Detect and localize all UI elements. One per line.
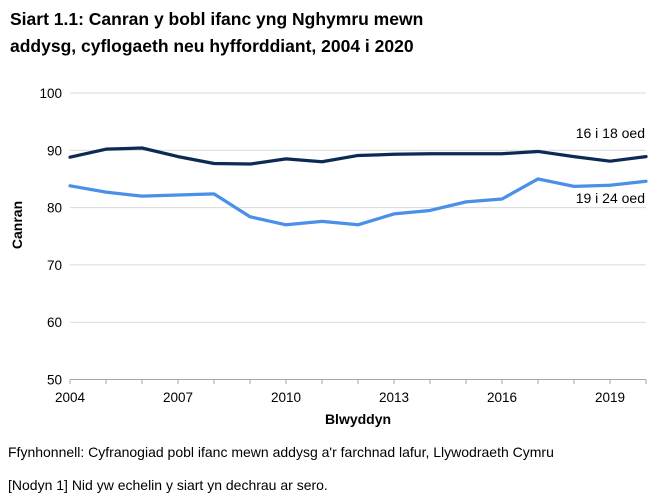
y-tick-label-60: 60 [47,315,62,330]
chart-title-line-1: Siart 1.1: Canran y bobl ifanc yng Nghym… [10,9,424,29]
series-line-16-18 [68,146,648,166]
source-text: Ffynhonnell: Cyfranogiad pobl ifanc mewn… [8,444,554,460]
x-tick-label-2004: 2004 [55,390,86,405]
note-text: [Nodyn 1] Nid yw echelin y siart yn dech… [8,477,328,493]
series-label-16-18: 16 i 18 oed [576,125,645,141]
x-tick-label-2007: 2007 [163,390,193,405]
series-line-19-24 [68,177,648,227]
x-axis-title: Blwyddyn [325,411,391,427]
x-tick-label-2010: 2010 [271,390,301,405]
y-tick-label-70: 70 [47,258,62,273]
x-tick-label-2016: 2016 [487,390,517,405]
y-tick-label-100: 100 [39,86,62,101]
chart-layers [68,92,648,384]
series-label-19-24: 19 i 24 oed [576,190,645,206]
chart-title: Siart 1.1: Canran y bobl ifanc yng Nghym… [10,6,423,60]
y-tick-label-50: 50 [47,373,62,388]
y-tick-label-80: 80 [47,201,62,216]
chart-title-line-2: addysg, cyflogaeth neu hyfforddiant, 200… [10,36,414,56]
x-tick-label-2019: 2019 [595,390,625,405]
y-axis-title: Canran [9,201,25,249]
y-tick-label-90: 90 [47,144,62,159]
x-tick-label-2013: 2013 [379,390,409,405]
